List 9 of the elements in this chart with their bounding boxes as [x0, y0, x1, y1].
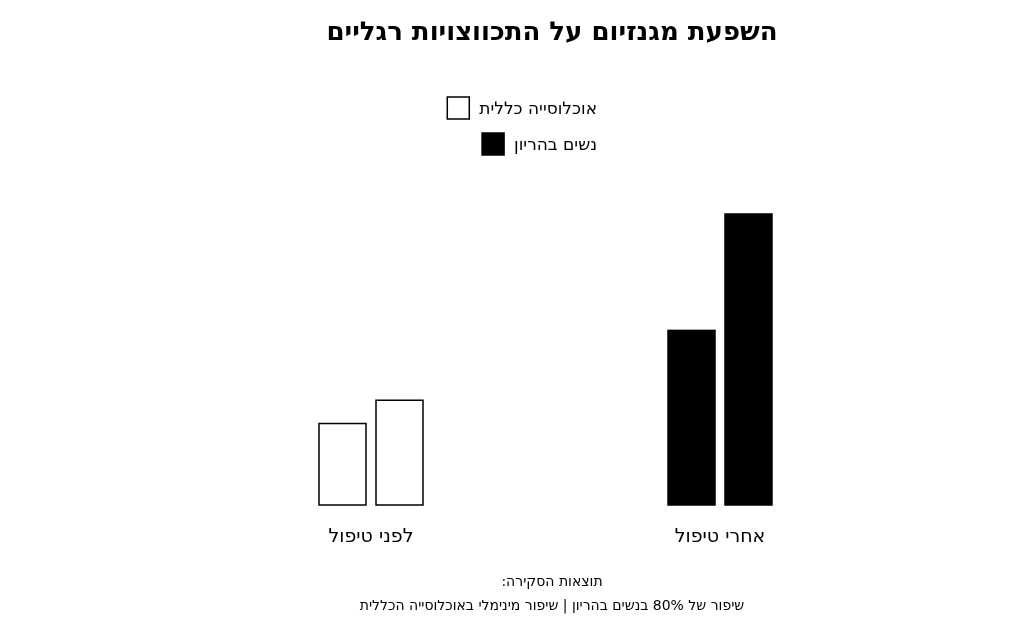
legend-label: אוכלוסייה כללית	[479, 98, 597, 118]
legend-item: נשים בהריון	[481, 132, 597, 156]
text: שיפור של 80% בנשים בהריון | שיפור מינימלי באוכלוסייה הכללית	[359, 597, 745, 614]
text: תוצאות הסקירה:	[501, 573, 603, 589]
title: השפעת מגנזיום על התכווצויות רגליים	[326, 16, 778, 46]
x-tick-label: לפני טיפול	[328, 524, 414, 546]
legend-label: נשים בהריון	[514, 134, 597, 154]
x-tick-label: אחרי טיפול	[674, 524, 766, 546]
legend-item: אוכלוסייה כללית	[446, 96, 597, 120]
